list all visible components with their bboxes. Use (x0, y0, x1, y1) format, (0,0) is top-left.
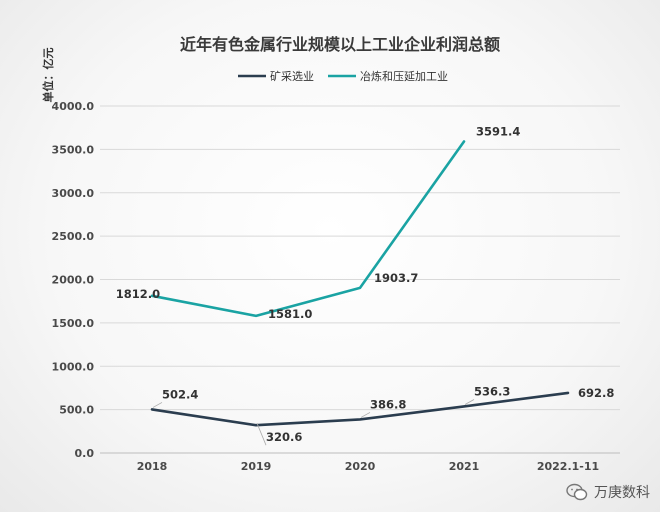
y-tick-label: 2000.0 (52, 274, 95, 287)
y-tick-label: 1500.0 (52, 317, 95, 330)
x-tick-label: 2021 (449, 460, 480, 473)
data-label: 536.3 (474, 384, 510, 398)
x-tick-label: 2020 (345, 460, 376, 473)
data-label-leader (360, 412, 371, 418)
legend-label: 矿采选业 (270, 70, 314, 83)
y-tick-label: 2500.0 (52, 230, 95, 243)
series-line-0 (150, 391, 570, 427)
data-labels: 502.4 320.6 386.8 536.3 692.8 1812.0 1581.0 190… (116, 124, 614, 446)
y-tick-label: 0.0 (75, 447, 95, 460)
data-label: 3591.4 (476, 124, 520, 138)
legend-label: 冶炼和压延加工业 (360, 69, 448, 83)
data-label: 1812.0 (116, 287, 160, 301)
x-tick-label: 2018 (137, 460, 168, 473)
data-label: 692.8 (578, 386, 614, 400)
x-tick-label: 2022.1-11 (537, 460, 599, 473)
y-tick-label: 500.0 (59, 404, 94, 417)
y-axis-tick-labels: 0.0 500.0 1000.0 1500.0 2000.0 2500.0 3000.0 35… (52, 100, 95, 460)
data-label-leader (464, 399, 475, 405)
data-label: 502.4 (162, 387, 198, 401)
data-label: 386.8 (370, 397, 406, 411)
data-label: 1581.0 (268, 307, 312, 321)
data-label-leader (256, 423, 267, 446)
data-label: 320.6 (266, 430, 302, 444)
chart-legend: 矿采选业 冶炼和压延加工业 (238, 69, 448, 83)
x-tick-label: 2019 (241, 460, 272, 473)
data-label-leader (152, 402, 163, 408)
data-label: 1903.7 (374, 271, 418, 285)
watermark: 万庚数科 (566, 482, 650, 502)
y-tick-label: 4000.0 (52, 100, 95, 113)
wechat-icon (566, 483, 588, 501)
series-line-1 (150, 140, 466, 318)
y-axis-unit-label: 单位：亿元 (41, 48, 55, 103)
watermark-text: 万庚数科 (594, 485, 650, 501)
y-tick-label: 1000.0 (52, 360, 95, 373)
series-lines (150, 140, 570, 427)
y-tick-label: 3500.0 (52, 143, 95, 156)
y-gridlines (100, 105, 620, 454)
chart-title: 近年有色金属行业规模以上工业企业利润总额 (180, 35, 500, 54)
y-tick-label: 3000.0 (52, 187, 95, 200)
x-axis-tick-labels: 2018 2019 2020 2021 2022.1-11 (137, 460, 599, 473)
